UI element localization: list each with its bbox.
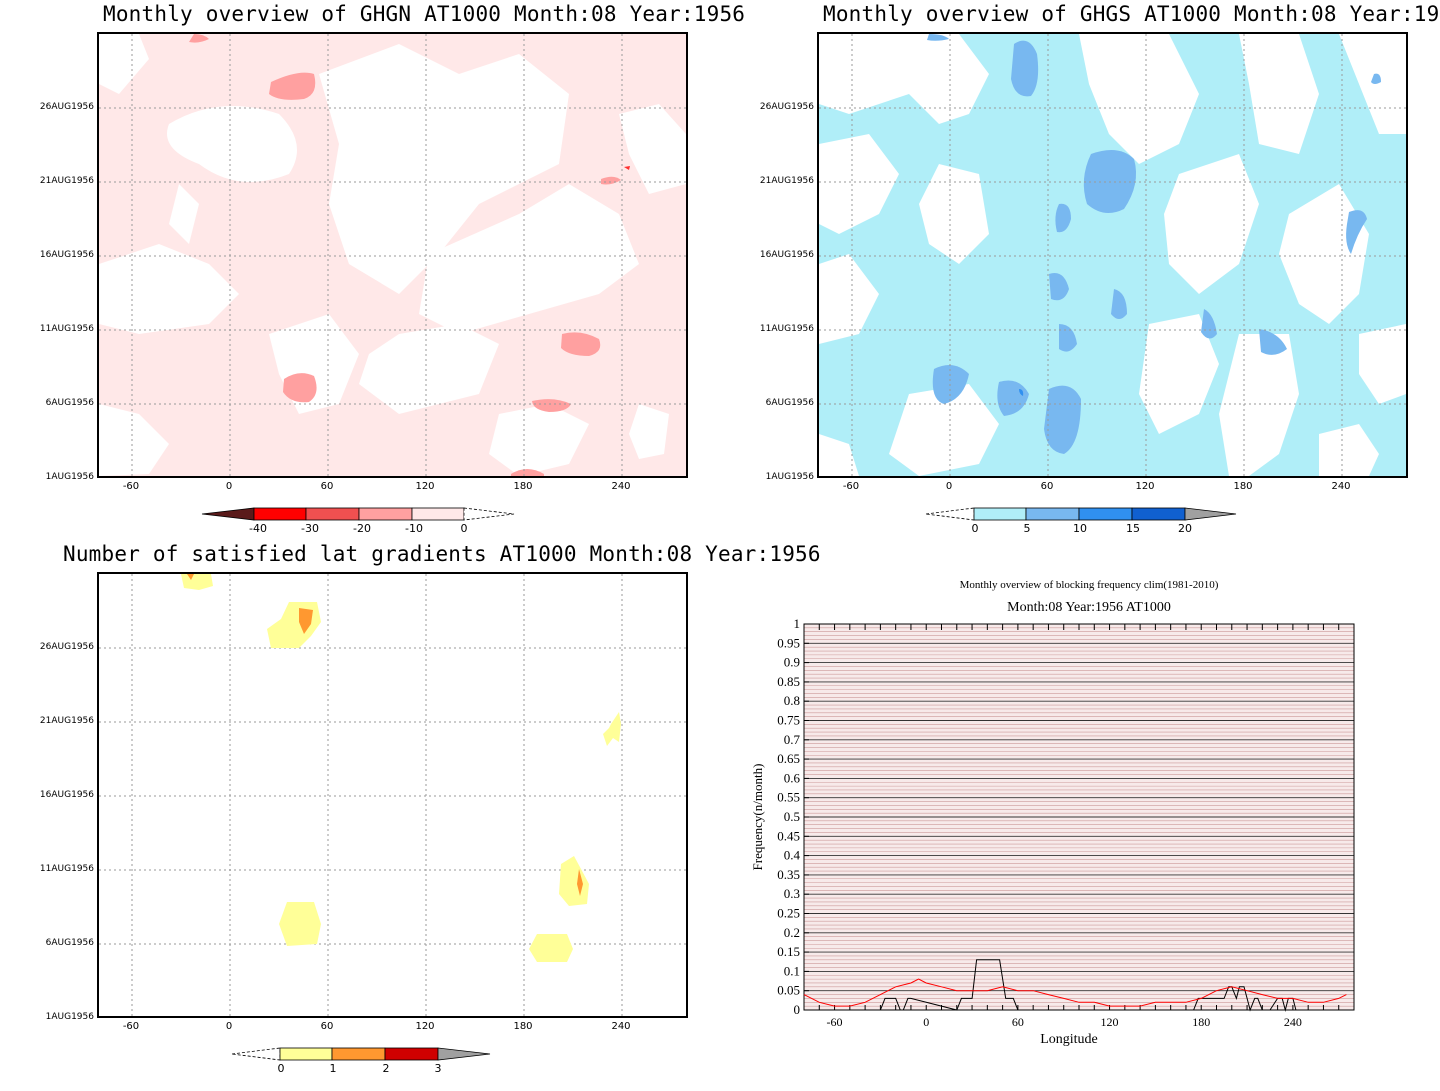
x-tick-label: 240 [1284,1015,1302,1029]
gradients-plot [97,572,688,1018]
y-tick-label: 0.6 [784,770,801,785]
chart-subtitle: Month:08 Year:1956 AT1000 [1007,600,1171,615]
ghgs-xtick: 180 [1233,481,1253,492]
x-tick-label: 60 [1012,1015,1024,1029]
ghgs-xtick: 60 [1040,481,1054,492]
x-tick-label: -60 [827,1015,843,1029]
ghgn-cbar-label: 0 [460,522,468,535]
y-tick-label: 0.7 [784,732,801,747]
y-tick-label: 0.2 [784,925,800,940]
gradients-xtick: 0 [225,1021,233,1032]
gradients-ytick: 11AUG1956 [39,864,94,874]
ghgn-ytick: 16AUG1956 [39,250,94,260]
ghgn-cbar-label: -20 [353,522,371,535]
ghgs-colorbar [925,507,1237,521]
blocking-frequency-line [804,959,1354,1012]
ghgs-ytick: 1AUG1956 [765,472,814,482]
gradients-ytick: 26AUG1956 [39,642,94,652]
ghgs-cbar-label: 0 [971,522,979,535]
gradients-title: Number of satisfied lat gradients AT1000… [63,542,821,566]
ghgs-ytick: 21AUG1956 [759,176,814,186]
gradients-cbar-label: 2 [382,1062,390,1075]
x-tick-label: 120 [1101,1015,1119,1029]
y-tick-label: 0 [794,1002,801,1017]
gradients-xtick: 60 [320,1021,334,1032]
gradients-field [99,574,686,1016]
gradients-ytick: 6AUG1956 [45,938,94,948]
ghgn-colorbar [201,507,515,521]
ghgn-title: Monthly overview of GHGN AT1000 Month:08… [103,2,746,26]
gradients-xtick: -60 [122,1021,140,1032]
ghgn-xtick: 60 [320,481,334,492]
ghgn-xtick: 0 [225,481,233,492]
ghgs-cbar-label: 15 [1126,522,1140,535]
y-tick-label: 0.1 [784,963,800,978]
ghgn-ytick: 11AUG1956 [39,324,94,334]
y-tick-label: 0.45 [777,828,800,843]
ghgs-xtick: 0 [945,481,953,492]
ghgs-cbar-label: 20 [1178,522,1192,535]
ghgn-cbar-label: -40 [249,522,267,535]
y-tick-label: 0.4 [784,848,801,863]
y-tick-label: 0.75 [777,713,800,728]
frequency-chart: 0 0.05 0.1 0.15 0.2 0.25 0.3 0.35 0.4 0.45 0.5 0.55… [750,579,1355,1047]
y-tick-label: 0.35 [777,867,800,882]
climatology-line [803,978,1347,1007]
ghgn-field [99,34,686,476]
y-tick-label: 1 [794,616,801,631]
gradients-cbar-label: 0 [277,1062,285,1075]
y-tick-label: 0.55 [777,790,800,805]
ghgn-cbar-label: -30 [301,522,319,535]
y-tick-label: 0.95 [777,635,800,650]
ghgs-ytick: 16AUG1956 [759,250,814,260]
chart-title: Monthly overview of blocking frequency c… [960,579,1219,591]
ghgn-ytick: 6AUG1956 [45,398,94,408]
gradients-cbar-label: 1 [329,1062,337,1075]
ghgs-ytick: 11AUG1956 [759,324,814,334]
ghgn-xtick: 180 [513,481,533,492]
ghgn-ytick: 1AUG1956 [45,472,94,482]
gradients-cbar-label: 3 [434,1062,442,1075]
y-tick-label: 0.3 [784,886,800,901]
ghgs-xtick: 120 [1135,481,1155,492]
ghgs-ytick: 6AUG1956 [765,398,814,408]
ghgn-ytick: 21AUG1956 [39,176,94,186]
ghgn-xtick: -60 [122,481,140,492]
y-tick-label: 0.05 [777,983,800,998]
gradients-xtick: 240 [611,1021,631,1032]
ghgn-cbar-label: -10 [405,522,423,535]
y-tick-label: 0.65 [777,751,800,766]
y-tick-label: 0.85 [777,674,800,689]
x-tick-label: 0 [923,1015,929,1029]
ghgs-xtick: 240 [1331,481,1351,492]
y-tick-label: 0.9 [784,655,800,670]
ghgs-ytick: 26AUG1956 [759,102,814,112]
ghgs-cbar-label: 5 [1023,522,1031,535]
x-tick-label: 180 [1192,1015,1210,1029]
y-tick-label: 0.25 [777,906,800,921]
gradients-xtick: 180 [513,1021,533,1032]
gradients-xtick: 120 [415,1021,435,1032]
ghgs-field [819,34,1406,476]
y-axis-label: Frequency(n/month) [750,764,765,871]
y-tick-label: 0.15 [777,944,800,959]
ghgn-plot [97,32,688,478]
ghgn-xtick: 120 [415,481,435,492]
ghgn-ytick: 26AUG1956 [39,102,94,112]
y-tick-label: 0.5 [784,809,800,824]
gradients-colorbar [231,1047,491,1061]
ghgs-title: Monthly overview of GHGS AT1000 Month:08… [823,2,1440,26]
ghgs-plot [817,32,1408,478]
ghgs-cbar-label: 10 [1073,522,1087,535]
ghgn-xtick: 240 [611,481,631,492]
gradients-ytick: 16AUG1956 [39,790,94,800]
y-tick-label: 0.8 [784,693,800,708]
ghgs-xtick: -60 [842,481,860,492]
gradients-ytick: 21AUG1956 [39,716,94,726]
x-axis-label: Longitude [1040,1032,1098,1047]
gradients-ytick: 1AUG1956 [45,1012,94,1022]
